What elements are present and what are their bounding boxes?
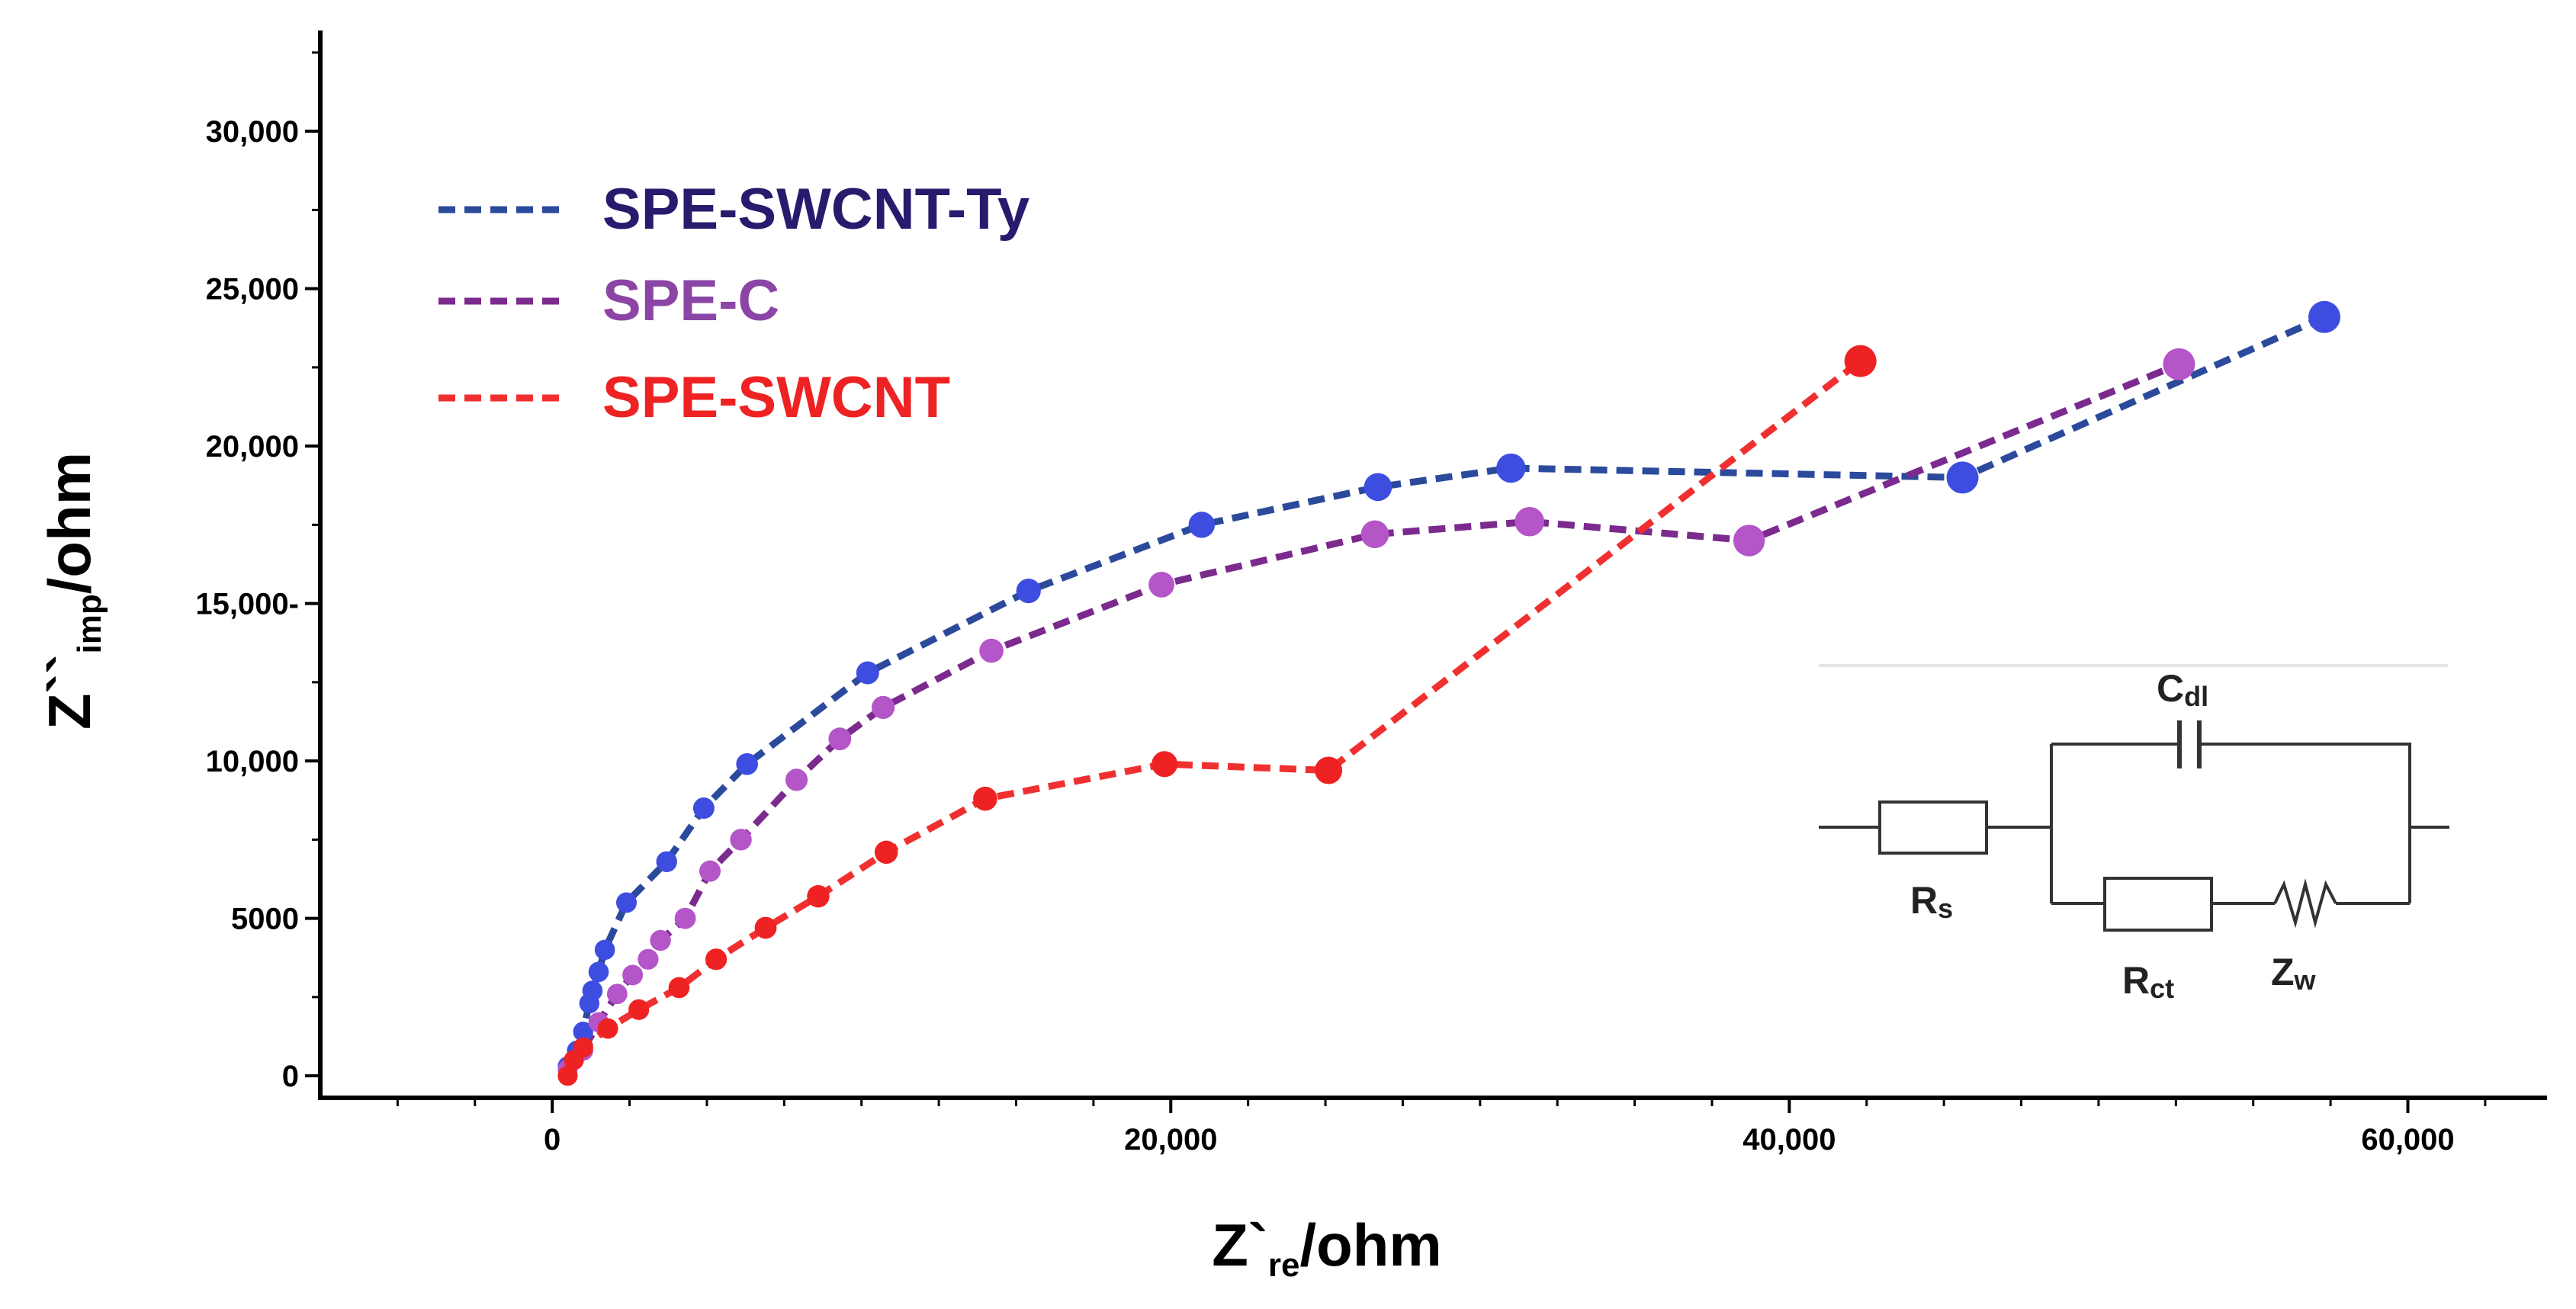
legend-label-spe-swcnt: SPE-SWCNT [602, 365, 950, 430]
data-point-spe-c [730, 829, 752, 851]
label-zw: Zw [2271, 951, 2317, 996]
data-point-spe-c [1733, 525, 1765, 557]
data-point-spe-swcnt-ty [656, 851, 677, 872]
y-tick-label: 0 [282, 1060, 299, 1093]
x-tick-label: 60,000 [2361, 1123, 2454, 1157]
resistor-rct [2103, 877, 2213, 932]
data-point-spe-c [785, 768, 808, 791]
x-tick-label: 0 [544, 1123, 560, 1157]
data-point-spe-swcnt [573, 1037, 593, 1058]
data-point-spe-swcnt [668, 977, 690, 999]
legend: SPE-SWCNT-Ty SPE-C SPE-SWCNT [438, 177, 1029, 430]
data-point-spe-swcnt-ty [588, 961, 609, 983]
data-point-spe-swcnt-ty [616, 892, 637, 913]
legend-item-spe-swcnt-ty: SPE-SWCNT-Ty [438, 177, 1029, 242]
data-point-spe-swcnt-ty [1496, 453, 1526, 483]
data-point-spe-swcnt [1151, 751, 1178, 778]
data-point-spe-swcnt [1315, 756, 1343, 784]
data-point-spe-c [828, 727, 852, 751]
data-point-spe-swcnt-ty [573, 1022, 593, 1042]
y-tick-label: 15,000- [195, 588, 299, 621]
data-point-spe-swcnt [874, 840, 898, 865]
data-point-spe-c [1148, 571, 1175, 598]
data-point-spe-swcnt-ty [2308, 300, 2340, 333]
resistor-rs [1878, 800, 1988, 855]
data-point-spe-c [699, 860, 721, 882]
series-markers-group [557, 300, 2340, 1086]
data-point-spe-swcnt [705, 948, 728, 971]
data-point-spe-c [1514, 506, 1545, 537]
y-tick-label: 5000 [231, 903, 299, 936]
y-tick-label: 20,000 [206, 430, 299, 464]
y-tick-label: 25,000 [206, 273, 299, 306]
legend-item-spe-swcnt: SPE-SWCNT [438, 365, 950, 430]
data-point-spe-swcnt [557, 1065, 578, 1086]
data-point-spe-c [606, 983, 628, 1005]
data-point-spe-swcnt [597, 1018, 618, 1039]
y-tick-label: 30,000 [206, 115, 299, 149]
data-point-spe-c [2163, 348, 2195, 380]
axes-group: 0 20,000 40,000 60,000 0 5000 10,000 15,000- 20,… [195, 30, 2547, 1157]
data-point-spe-c [979, 638, 1004, 663]
series-lines-group [564, 313, 2326, 1077]
label-cdl: Cdl [2157, 667, 2208, 712]
label-rct: Rct [2122, 959, 2174, 1004]
warburg-element [2273, 878, 2337, 929]
equivalent-circuit: Rs Cdl Rct Zw [1819, 664, 2449, 1004]
data-point-spe-swcnt-ty [692, 797, 715, 820]
legend-item-spe-c: SPE-C [438, 268, 779, 333]
data-point-spe-c [638, 948, 659, 970]
x-tick-label: 20,000 [1124, 1123, 1217, 1157]
data-point-spe-swcnt-ty [1016, 579, 1041, 604]
series-line-spe-c [564, 361, 2181, 1072]
data-point-spe-swcnt-ty [594, 939, 615, 961]
data-point-spe-swcnt-ty [1188, 512, 1216, 538]
circuit-wire-top-branch-right [2199, 743, 2411, 903]
x-tick-label: 40,000 [1742, 1123, 1836, 1157]
data-point-spe-swcnt-ty [856, 661, 879, 685]
legend-label-spe-swcnt-ty: SPE-SWCNT-Ty [602, 177, 1029, 242]
data-point-spe-swcnt [754, 916, 777, 939]
data-point-spe-c [872, 695, 895, 720]
x-axis-title: Z`re/ohm [1212, 1211, 1442, 1284]
data-point-spe-swcnt-ty [1363, 473, 1392, 502]
data-point-spe-swcnt [807, 884, 830, 908]
series-line-spe-swcnt [564, 358, 1863, 1077]
label-rs: Rs [1910, 879, 1953, 924]
data-point-spe-c [674, 907, 696, 929]
data-point-spe-swcnt [973, 786, 997, 811]
data-point-spe-swcnt [628, 999, 650, 1020]
data-point-spe-c [650, 929, 671, 951]
data-point-spe-swcnt-ty [582, 980, 603, 1001]
y-axis-title: Z``imp/ohm [36, 452, 108, 730]
data-point-spe-swcnt-ty [1946, 461, 1979, 494]
legend-label-spe-c: SPE-C [602, 268, 779, 333]
data-point-spe-c [622, 964, 644, 986]
y-tick-label: 10,000 [206, 745, 299, 778]
data-point-spe-swcnt [1844, 345, 1877, 377]
data-point-spe-c [1360, 520, 1389, 549]
data-point-spe-swcnt-ty [736, 752, 758, 775]
